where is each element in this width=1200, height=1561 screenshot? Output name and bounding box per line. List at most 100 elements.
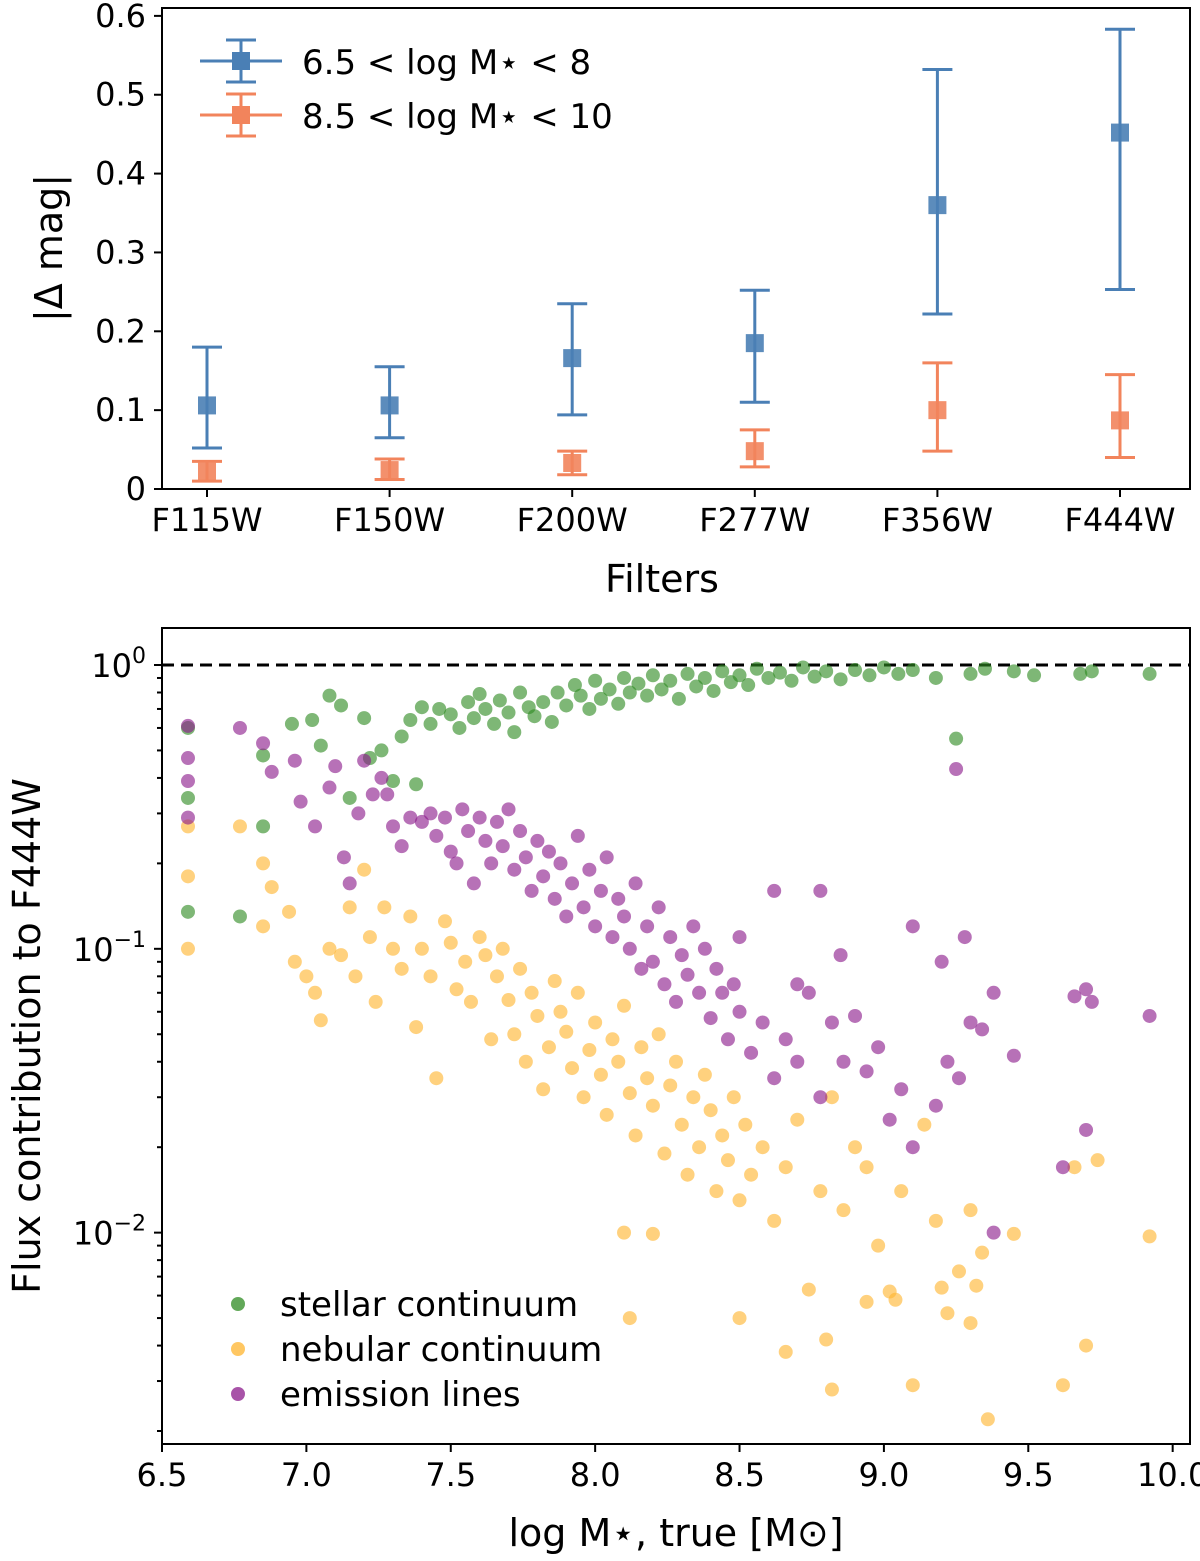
data-point [928,196,947,215]
scatter-point [530,833,545,848]
scatter-point [1090,1153,1105,1168]
scatter-point [478,948,493,963]
scatter-point [963,666,978,681]
scatter-point [755,1140,770,1155]
scatter-point [726,977,741,992]
scatter-point [1142,1229,1157,1244]
scatter-point [645,954,660,969]
scatter-point [501,705,516,720]
scatter-point [1067,1160,1082,1175]
scatter-point [980,1412,995,1427]
scatter-point [322,688,337,703]
scatter-point [336,850,351,865]
x-tick-label: F115W [151,501,262,539]
scatter-point [848,1008,863,1023]
scatter-point [732,668,747,683]
scatter-point [582,1043,597,1058]
scatter-point [862,668,877,683]
scatter-point [588,919,603,934]
scatter-point [790,1112,805,1127]
scatter-point [940,1054,955,1069]
scatter-point [651,900,666,915]
scatter-legend: stellar continuum nebular continuum emis… [231,1285,602,1415]
scatter-point [449,982,464,997]
scatter-point [605,1032,620,1047]
scatter-point [715,1128,730,1143]
scatter-point [256,748,271,763]
scatter-point [264,880,279,895]
scatter-point [674,948,689,963]
scatter-point [801,985,816,1000]
scatter-point [553,1004,568,1019]
scatter-point [951,1071,966,1086]
scatter-point [1006,1048,1021,1063]
scatter-point [588,1015,603,1030]
scatter-point [472,687,487,702]
data-point [1111,123,1129,142]
scatter-point [969,1278,984,1293]
scatter-point [703,1103,718,1118]
scatter-point [720,1032,735,1047]
scatter-point [429,1071,444,1086]
scatter-point [928,1098,943,1113]
scatter-point [833,672,848,687]
scatter-point [824,1090,839,1105]
scatter-point [767,1071,782,1086]
scatter-point [565,876,580,891]
scatter-point [547,974,562,989]
scatter-point [663,930,678,945]
scatter-point [975,1022,990,1037]
scatter-point [313,1013,328,1028]
scatter-point [308,985,323,1000]
scatter-point [437,810,452,825]
scatter-point [443,844,458,859]
scatter-point [963,1203,978,1218]
x-tick-label: 9.0 [858,1456,909,1494]
scatter-point [703,1011,718,1026]
scatter-point [287,753,302,768]
scatter-point [859,1294,874,1309]
scatter-point [180,790,195,805]
scatter-point [1006,1226,1021,1241]
scatter-point [951,1264,966,1279]
errorbar-ticks: 0 0.1 0.2 0.3 0.4 0.5 0.6 F115W F150W F200W F277W F… [95,0,1175,539]
scatter-point [322,941,337,956]
scatter-point [455,802,470,817]
scatter-point [778,1160,793,1175]
scatter-point [928,670,943,685]
y-tick-label: 0.5 [95,76,146,114]
scatter-panel: 6.5 7.0 7.5 8.0 8.5 9.0 9.5 10.0 100 10−1 10−2 log… [5,627,1200,1555]
scatter-point [582,701,597,716]
scatter-point [813,883,828,898]
scatter-point [1142,666,1157,681]
x-tick-label: 9.5 [1003,1456,1054,1494]
scatter-point [414,941,429,956]
data-point [380,396,399,415]
scatter-point [836,1054,851,1069]
scatter-point [986,985,1001,1000]
scatter-point [1084,994,1099,1009]
scatter-point [888,1292,903,1307]
scatter-point [518,1054,533,1069]
scatter-point [313,738,328,753]
scatter-point [518,850,533,865]
scatter-point [640,688,655,703]
scatter-point [833,948,848,963]
scatter-point [495,941,510,956]
y-tick-label: 0.4 [95,155,146,193]
scatter-point [1055,1160,1070,1175]
scatter-point [738,1117,753,1132]
scatter-point [492,693,507,708]
scatter-legend-markers [231,1297,245,1401]
x-tick-label: 8.5 [714,1456,765,1494]
scatter-point [232,819,247,834]
scatter-point [1142,1008,1157,1023]
scatter-point [949,762,964,777]
scatter-point [570,828,585,843]
legend-label-high-mass: 8.5 < log M⋆ < 10 [302,97,613,137]
scatter-point [1067,989,1082,1004]
scatter-point [631,676,646,691]
series-0 [192,27,1135,450]
scatter-point [622,1311,637,1326]
scatter-point [487,716,502,731]
